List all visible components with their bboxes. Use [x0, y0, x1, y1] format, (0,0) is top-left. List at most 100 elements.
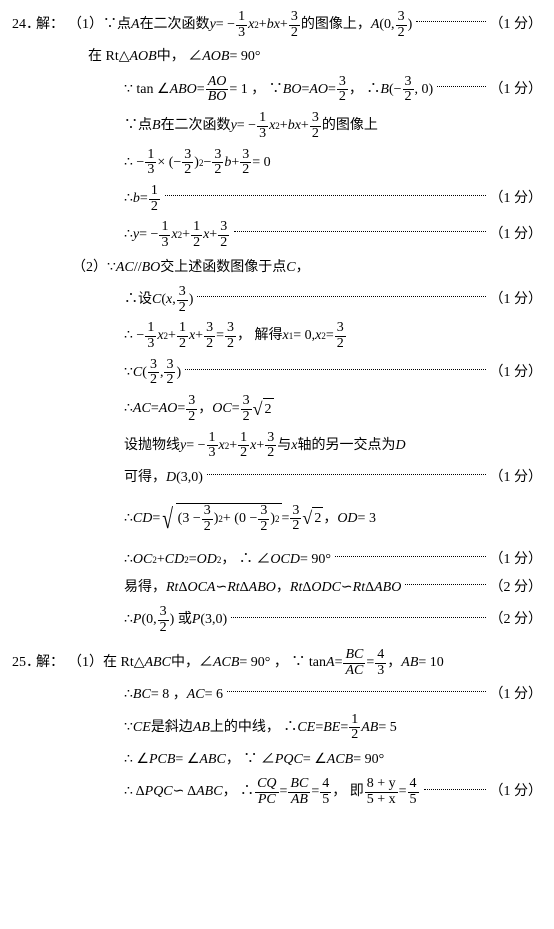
t: 中，∠: [171, 652, 213, 674]
t: =: [335, 652, 343, 674]
var: OC: [212, 398, 231, 420]
t: = 0,: [293, 325, 315, 347]
q25-p1-l3: ∵ CE 是斜边 AB 上的中线， ∴ CE = BE = 12 AB = 5: [12, 713, 542, 743]
score: （1 分）: [490, 188, 543, 210]
t: ，: [296, 257, 310, 279]
t: (3,0): [176, 467, 203, 489]
var: ABO: [249, 577, 276, 599]
t: =: [216, 325, 224, 347]
q25-p1-l5: ∴ Δ PQC ∽ Δ ABC ， ∴ CQPC = BCAB = 45 ， 即…: [12, 777, 542, 807]
q25-jie: 解：: [36, 652, 64, 674]
t: +: [280, 115, 288, 137]
t: = ∠: [175, 749, 199, 771]
var: CD: [133, 508, 152, 530]
frac: 32: [177, 285, 188, 315]
q24-p2-l1: （2） ∵ AC // BO 交上述函数图像于点 C ，: [12, 257, 542, 279]
var: OC: [133, 549, 152, 571]
dots: [207, 473, 486, 475]
t: =: [399, 781, 407, 803]
t: = 1 ， ∵: [229, 79, 282, 101]
score: （1 分）: [490, 224, 543, 246]
t: ∴ Δ: [124, 781, 145, 803]
q24-p2-l11: ∴ P (0, 32 ) 或 P (3,0) （2 分）: [12, 605, 542, 635]
frac: 12: [191, 220, 202, 250]
var: b: [133, 188, 140, 210]
t: (−: [389, 79, 402, 101]
var: BO: [283, 79, 302, 101]
frac: 45: [320, 777, 331, 807]
sqrt-big: √ (3 − 32 )2 + (0 − 32 )2: [160, 503, 281, 534]
var: ODC: [311, 577, 341, 599]
tri: Δ: [178, 577, 187, 599]
var: ABO: [374, 577, 401, 599]
frac: 32: [335, 321, 346, 351]
t: = 90°: [300, 549, 331, 571]
t: +: [157, 549, 165, 571]
t: ∴: [124, 549, 133, 571]
t: ， 解得: [237, 325, 283, 347]
var: AB: [361, 717, 378, 739]
t: ，: [198, 398, 212, 420]
var: AOB: [202, 46, 229, 68]
var: OCD: [270, 549, 300, 571]
q24-p2-l9: ∴ OC2 + CD2 = OD2 ， ∴ ∠ OCD = 90° （1 分）: [12, 549, 542, 571]
t: ∵ tan ∠: [124, 79, 170, 101]
t: = 90°: [353, 749, 384, 771]
q24-p2-l5: ∴ AC = AO = 32 ， OC = 32 √2: [12, 394, 542, 424]
dots: [227, 690, 485, 692]
t: +: [229, 435, 237, 457]
t: ∴: [124, 224, 133, 246]
t: 在 Rt△: [103, 652, 145, 674]
var: B: [152, 115, 161, 137]
score: （1 分）: [490, 14, 543, 36]
frac: 43: [375, 648, 386, 678]
t: (: [142, 362, 147, 384]
t: =: [366, 652, 374, 674]
t: ∵: [124, 717, 133, 739]
var: D: [395, 435, 405, 457]
t: =: [197, 79, 205, 101]
t: =: [189, 549, 197, 571]
t: ∴: [124, 188, 133, 210]
frac: 12: [149, 184, 160, 214]
t: = −: [216, 14, 235, 36]
dots: [437, 85, 485, 87]
var: OD: [197, 549, 217, 571]
q25-p1-l4: ∴ ∠ PCB = ∠ ABC ， ∵ ∠ PQC = ∠ ACB = 90°: [12, 749, 542, 771]
q24-p2-l6: 设抛物线 y = − 13 x2 + 12 x + 32 与 x 轴的另一交点为…: [12, 431, 542, 461]
score: （1 分）: [490, 289, 543, 311]
t: =: [340, 717, 348, 739]
frac: 13: [145, 321, 156, 351]
var: PQC: [275, 749, 303, 771]
t: ): [408, 14, 413, 36]
var: PQC: [145, 781, 173, 803]
t: =: [282, 508, 290, 530]
dots: [234, 230, 485, 232]
frac: 32: [212, 148, 223, 178]
frac: 32: [310, 111, 321, 141]
frac: 13: [236, 10, 247, 40]
frac: 13: [145, 148, 156, 178]
var: B: [380, 79, 389, 101]
t: 轴的另一交点为: [297, 435, 395, 457]
dots: [424, 788, 486, 790]
frac: 32: [225, 321, 236, 351]
frac: 32: [289, 10, 300, 40]
tri: Δ: [240, 577, 249, 599]
frac: 13: [257, 111, 268, 141]
q25-p1-l1: 25． 解： （1） 在 Rt△ ABC 中，∠ ACB = 90° ， ∵ t…: [12, 648, 542, 678]
t: 设抛物线: [124, 435, 180, 457]
q24-p1-l4: ∵点 B 在二次函数 y = − 13 x2 + bx + 32 的图像上: [12, 111, 542, 141]
sqrt: √2: [302, 507, 323, 530]
frac: 32: [204, 321, 215, 351]
var: AC: [187, 684, 205, 706]
t: 在 Rt△: [88, 46, 130, 68]
var: BO: [142, 257, 161, 279]
var: AB: [401, 652, 418, 674]
t: ∴: [124, 508, 133, 530]
frac: 45: [408, 777, 419, 807]
t: 是斜边: [151, 717, 193, 739]
frac: BCAC: [343, 648, 365, 678]
t: 的图像上，: [301, 14, 371, 36]
score: （1 分）: [490, 467, 543, 489]
